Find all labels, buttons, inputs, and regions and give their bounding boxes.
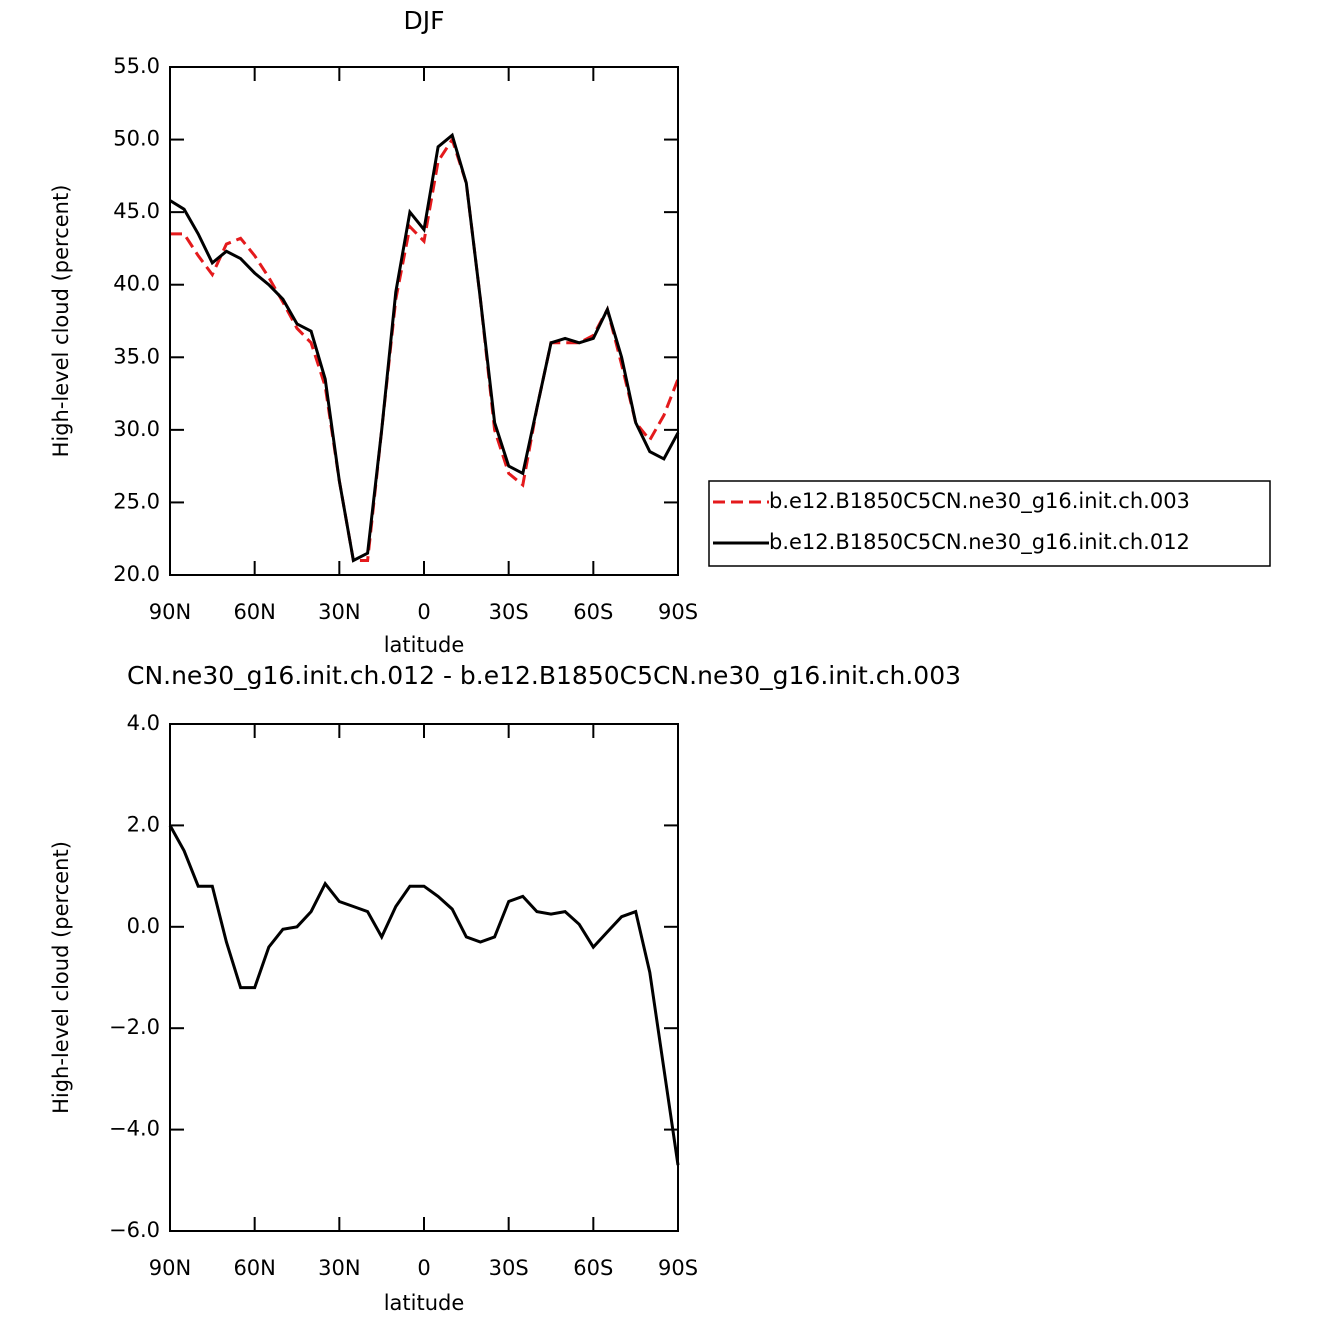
x-tick-label: 90N <box>149 1256 191 1280</box>
x-tick-label: 90S <box>658 600 698 624</box>
x-tick-label: 90N <box>149 600 191 624</box>
y-tick-label: 40.0 <box>113 272 160 296</box>
legend-label: b.e12.B1850C5CN.ne30_g16.init.ch.003 <box>769 489 1190 514</box>
data-line <box>168 824 680 1166</box>
chart-title: CN.ne30_g16.init.ch.012 - b.e12.B1850C5C… <box>127 661 961 690</box>
x-tick-label: 30S <box>489 1256 529 1280</box>
x-axis-label: latitude <box>384 633 465 657</box>
legend-label: b.e12.B1850C5CN.ne30_g16.init.ch.012 <box>769 530 1190 555</box>
y-axis-label: High-level cloud (percent) <box>49 841 73 1114</box>
x-tick-label: 30S <box>489 600 529 624</box>
x-tick-label: 0 <box>417 1256 430 1280</box>
y-tick-label: 25.0 <box>113 489 160 513</box>
y-tick-label: 50.0 <box>113 127 160 151</box>
x-axis-label: latitude <box>384 1291 465 1315</box>
x-tick-label: 30N <box>318 1256 360 1280</box>
data-line <box>170 136 680 562</box>
data-line <box>169 132 680 563</box>
y-tick-label: −6.0 <box>109 1218 160 1242</box>
x-tick-label: 60N <box>233 600 275 624</box>
x-tick-label: 0 <box>417 600 430 624</box>
x-tick-label: 60S <box>573 600 613 624</box>
x-tick-label: 60N <box>233 1256 275 1280</box>
y-tick-label: −4.0 <box>109 1117 160 1141</box>
y-axis-label: High-level cloud (percent) <box>49 185 73 458</box>
y-tick-label: 35.0 <box>113 344 160 368</box>
legend-box <box>708 480 1271 567</box>
plot-frame <box>169 66 679 576</box>
y-tick-label: 4.0 <box>127 711 160 735</box>
chart-title: DJF <box>403 6 444 35</box>
y-tick-label: 0.0 <box>127 914 160 938</box>
y-tick-label: 45.0 <box>113 199 160 223</box>
y-tick-label: 30.0 <box>113 417 160 441</box>
y-tick-label: 55.0 <box>113 54 160 78</box>
y-tick-label: 20.0 <box>113 562 160 586</box>
x-tick-label: 30N <box>318 600 360 624</box>
plot-frame <box>169 723 679 1232</box>
y-tick-label: 2.0 <box>127 812 160 836</box>
x-tick-label: 90S <box>658 1256 698 1280</box>
x-tick-label: 60S <box>573 1256 613 1280</box>
y-tick-label: −2.0 <box>109 1015 160 1039</box>
